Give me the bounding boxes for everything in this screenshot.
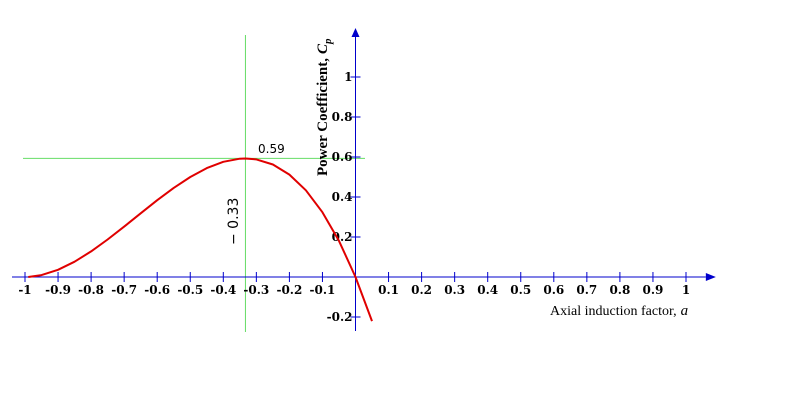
cp-curve-line	[28, 157, 373, 322]
x-tick-label: -1	[18, 283, 31, 297]
x-axis-title: Axial induction factor, a	[550, 303, 688, 319]
x-axis-title-text: Axial induction factor,	[550, 304, 677, 319]
y-axis-title-subscript: p	[322, 38, 334, 45]
x-tick-label: -0.5	[177, 283, 203, 297]
x-tick-label: 0.8	[609, 283, 630, 297]
x-tick-label: 1	[682, 283, 690, 297]
x-axis-title-variable: a	[681, 303, 689, 319]
x-axis-arrowhead	[705, 273, 716, 281]
x-tick-label: 0.7	[576, 283, 597, 297]
guide-lines	[23, 35, 365, 332]
peak-position-annotation: − 0.33	[226, 198, 242, 245]
series-group	[28, 157, 373, 322]
x-tick-label: 0.3	[444, 283, 465, 297]
y-tick-label: -0.2	[327, 310, 353, 324]
x-tick-label: 0.5	[510, 283, 531, 297]
x-tick-label: 0.2	[411, 283, 432, 297]
x-tick-label: 0.1	[378, 283, 399, 297]
x-tick-label: -0.3	[243, 283, 269, 297]
y-axis-title: Power Coefficient, Cp	[315, 38, 334, 176]
y-axis-title-variable: C	[315, 43, 331, 54]
y-tick-label: 0.8	[332, 110, 353, 124]
x-tick-label: 0.9	[643, 283, 664, 297]
y-ticks: -0.2 0.2 0.4 0.6 0.8 1	[327, 70, 361, 324]
x-tick-label: 0.4	[477, 283, 498, 297]
y-tick-label: 0.4	[332, 190, 353, 204]
x-tick-label: 0.6	[543, 283, 564, 297]
x-tick-label: -0.2	[276, 283, 302, 297]
axes	[12, 28, 716, 331]
x-tick-label: -0.1	[310, 283, 336, 297]
x-tick-label: -0.8	[78, 283, 104, 297]
y-axis-title-text: Power Coefficient,	[315, 58, 331, 176]
x-tick-label: -0.7	[111, 283, 137, 297]
x-ticks: -1 -0.9 -0.8 -0.7 -0.6 -0.5 -0.4 -0.3 -0.2 -0.1 0.…	[18, 272, 690, 297]
y-tick-label: 0.2	[332, 230, 353, 244]
y-tick-label: 1	[344, 70, 352, 84]
x-tick-label: -0.4	[210, 283, 236, 297]
x-tick-label: -0.9	[45, 283, 71, 297]
y-tick-label: 0.6	[332, 150, 353, 164]
peak-value-annotation: 0.59	[258, 142, 285, 156]
x-tick-label: -0.6	[144, 283, 170, 297]
y-axis-arrowhead	[351, 28, 360, 37]
